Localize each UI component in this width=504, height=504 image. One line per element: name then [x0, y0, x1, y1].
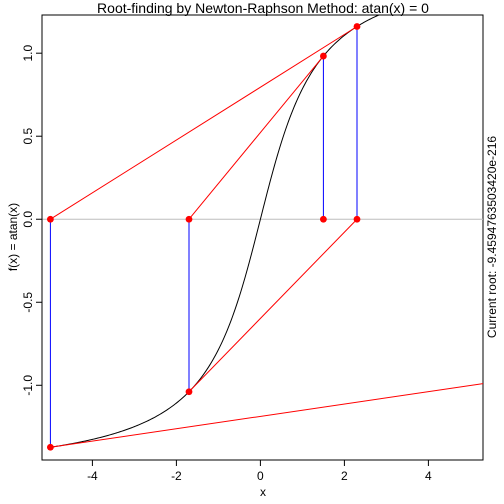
iterate-point-2 — [185, 215, 193, 223]
chart-title: Root-finding by Newton-Raphson Method: a… — [97, 0, 429, 16]
iterate-point-4 — [320, 215, 327, 223]
tangent-line-2 — [188, 218, 358, 393]
iterate-point-6 — [353, 215, 361, 223]
y-axis: -1.0 -0.5 0.0 0.5 1.0 — [21, 45, 43, 396]
iterate-point-7 — [353, 23, 361, 30]
y-tick-label: -0.5 — [21, 292, 35, 313]
tangent-line-0 — [50, 26, 358, 220]
x-axis-label: x — [260, 485, 266, 499]
x-tick-label: 4 — [425, 469, 432, 483]
x-tick-label: -2 — [171, 469, 182, 483]
x-tick-label: 2 — [341, 469, 348, 483]
x-tick-label: 0 — [257, 469, 264, 483]
x-tick-label: -4 — [87, 469, 98, 483]
y-tick-label: 0.0 — [21, 211, 35, 228]
tangent-line-1 — [188, 55, 324, 220]
y-tick-label: 1.0 — [21, 45, 35, 62]
x-axis: -4 -2 0 2 4 — [87, 459, 432, 483]
function-curve — [50, 15, 381, 448]
tangent-line-3 — [50, 383, 483, 448]
y-tick-label: 0.5 — [21, 128, 35, 145]
iterate-point-5 — [320, 52, 327, 60]
y-tick-label: -1.0 — [21, 375, 35, 396]
current-root-note: Current root: -9.4594763503420e-216 — [485, 136, 499, 338]
iterate-point-0 — [47, 215, 54, 223]
iterate-point-3 — [185, 388, 193, 396]
iterate-point-1 — [47, 443, 54, 451]
y-axis-label: f(x) = atan(x) — [6, 203, 20, 271]
